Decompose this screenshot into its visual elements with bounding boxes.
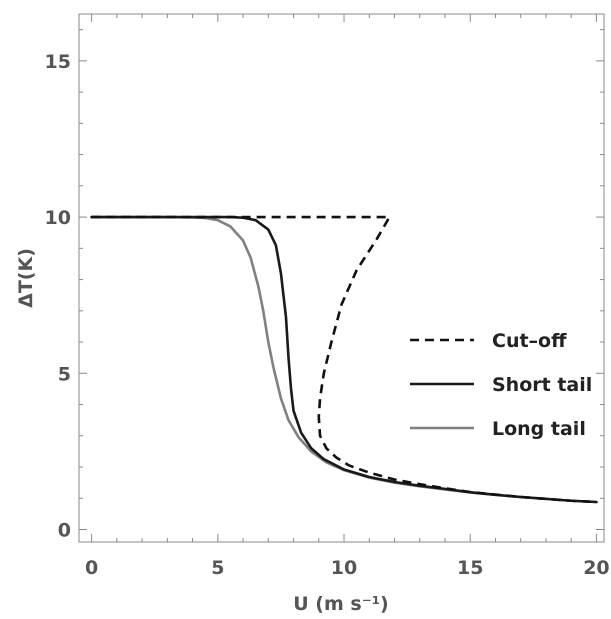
series-line-short-tail: [90, 215, 598, 504]
ticks: [79, 14, 604, 542]
legend-label: Short tail: [492, 374, 592, 396]
y-tick-label: 5: [58, 363, 71, 385]
plot-frame: [78, 13, 605, 543]
x-axis-title: U (m s⁻¹): [293, 593, 388, 615]
series-line-cut-off: [91, 215, 597, 504]
y-tick-label: 10: [45, 207, 71, 229]
y-tick-label: 0: [58, 520, 71, 542]
x-tick-label: 15: [457, 557, 483, 579]
x-tick-label: 10: [331, 557, 357, 579]
series-line-long-tail: [90, 215, 598, 504]
y-axis-title: ΔT(K): [15, 248, 37, 308]
legend-label: Long tail: [492, 418, 586, 440]
series-lines: [90, 215, 598, 504]
legend: Cut–off Short tail Long tail: [410, 330, 592, 440]
x-tick-label: 5: [211, 557, 224, 579]
y-tick-label: 15: [45, 51, 71, 73]
tick-labels: 0 5 10 15 20 0 5 10 15: [45, 51, 610, 579]
legend-label: Cut–off: [492, 330, 567, 352]
x-tick-label: 0: [85, 557, 98, 579]
x-tick-label: 20: [583, 557, 609, 579]
